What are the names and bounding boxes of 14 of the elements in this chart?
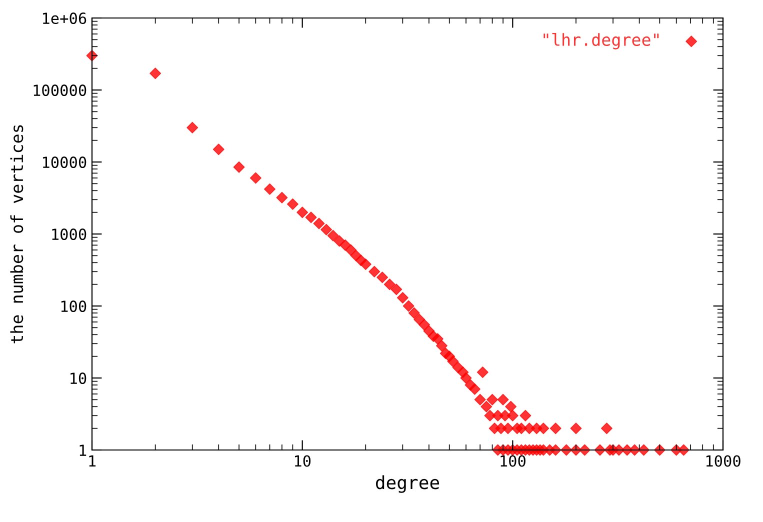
y-tick-label: 10000 <box>42 156 86 168</box>
y-tick-label: 10 <box>70 372 86 384</box>
x-tick-label: 1 <box>89 455 96 467</box>
y-tick-label: 1e+06 <box>42 12 86 24</box>
y-tick-label: 1000 <box>52 228 86 240</box>
x-tick-label: 1000 <box>706 455 740 467</box>
y-axis-title: the number of vertices <box>10 125 24 344</box>
y-tick-label: 1 <box>80 444 86 456</box>
x-tick-label: 10 <box>294 455 311 467</box>
y-tick-label: 100000 <box>34 84 86 96</box>
x-axis-title: degree <box>376 475 440 493</box>
y-tick-label: 100 <box>61 300 86 312</box>
legend-label: "lhr.degree" <box>544 33 659 50</box>
x-tick-label: 100 <box>500 455 526 467</box>
